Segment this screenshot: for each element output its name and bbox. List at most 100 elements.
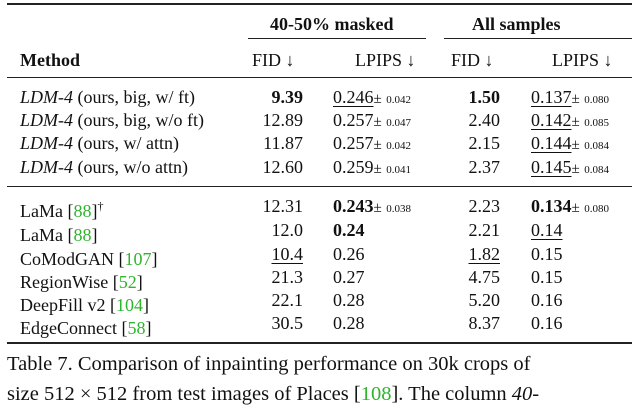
cmidrule-all xyxy=(444,38,632,39)
lpips-masked-cell: 0.257± 0.042 xyxy=(333,133,411,156)
method-cell: EdgeConnect [58] xyxy=(20,318,152,338)
plus-minus: ± xyxy=(571,137,580,153)
plus-minus: ± xyxy=(373,161,382,177)
fid-all: 1.82 xyxy=(468,244,501,264)
method-name: LDM-4 xyxy=(20,87,73,107)
fid-masked: 9.39 xyxy=(271,87,304,107)
caption-citation[interactable]: 108 xyxy=(360,383,392,405)
lpips-all: 0.14 xyxy=(531,220,563,240)
fid-masked: 21.3 xyxy=(271,267,304,287)
lpips-masked: 0.27 xyxy=(333,267,365,287)
method-desc: (ours, w/ attn) xyxy=(73,133,179,153)
lpips-all: 0.144 xyxy=(531,133,572,153)
std-value: 0.042 xyxy=(386,94,411,106)
lpips-all-cell: 0.15 xyxy=(531,267,563,287)
citation-link[interactable]: 58 xyxy=(127,318,146,338)
citation-link[interactable]: 88 xyxy=(73,225,92,245)
mid-rule xyxy=(7,186,632,187)
method-name: LDM-4 xyxy=(20,157,73,177)
lpips-masked: 0.259 xyxy=(333,157,374,177)
std-value: 0.047 xyxy=(386,117,411,129)
std-value: 0.084 xyxy=(584,140,609,152)
lpips-masked-cell: 0.24 xyxy=(333,220,365,240)
group-header-masked: 40-50% masked xyxy=(270,14,394,34)
lpips-all: 0.137 xyxy=(531,87,572,107)
caption-text: ]. The column xyxy=(391,383,512,405)
method-desc: (ours, big, w/ ft) xyxy=(73,87,195,107)
method-cell: LaMa [88]† xyxy=(20,199,104,221)
fid-masked: 12.60 xyxy=(262,157,304,177)
lpips-masked-cell: 0.246± 0.042 xyxy=(333,87,411,110)
citation-link[interactable]: 88 xyxy=(73,201,92,221)
method-cell: RegionWise [52] xyxy=(20,272,143,292)
fid-masked: 12.0 xyxy=(271,220,304,240)
std-value: 0.041 xyxy=(386,164,411,176)
lpips-all: 0.134 xyxy=(531,196,572,216)
lpips-masked: 0.243 xyxy=(333,196,374,216)
plus-minus: ± xyxy=(571,114,580,130)
lpips-all: 0.16 xyxy=(531,313,563,333)
header-lpips-all: LPIPS ↓ xyxy=(552,50,613,70)
plus-minus: ± xyxy=(373,200,382,216)
std-value: 0.085 xyxy=(584,117,609,129)
plus-minus: ± xyxy=(571,161,580,177)
lpips-all: 0.145 xyxy=(531,157,572,177)
method-desc: (ours, big, w/o ft) xyxy=(73,110,204,130)
std-value: 0.084 xyxy=(584,164,609,176)
lpips-masked: 0.28 xyxy=(333,290,365,310)
header-fid-masked: FID ↓ xyxy=(252,50,295,70)
std-value: 0.080 xyxy=(584,203,609,215)
method-name: LDM-4 xyxy=(20,110,73,130)
lpips-all-cell: 0.145± 0.084 xyxy=(531,157,609,180)
method-name: RegionWise xyxy=(20,272,109,292)
method-cell: LDM-4 (ours, w/ attn) xyxy=(20,133,179,153)
fid-all: 8.37 xyxy=(468,313,501,333)
fid-masked: 10.4 xyxy=(271,244,304,264)
fid-masked: 12.31 xyxy=(262,196,304,216)
fid-all: 2.40 xyxy=(468,110,501,130)
caption-line-2: size 512 × 512 from test images of Place… xyxy=(7,383,539,406)
fid-all: 2.15 xyxy=(468,133,501,153)
lpips-all: 0.16 xyxy=(531,290,563,310)
lpips-masked-cell: 0.27 xyxy=(333,267,365,287)
lpips-all-cell: 0.16 xyxy=(531,290,563,310)
std-value: 0.080 xyxy=(584,94,609,106)
lpips-masked-cell: 0.259± 0.041 xyxy=(333,157,411,180)
fid-all: 4.75 xyxy=(468,267,501,287)
method-name: EdgeConnect xyxy=(20,318,117,338)
method-name: CoModGAN xyxy=(20,249,115,269)
lpips-all-cell: 0.16 xyxy=(531,313,563,333)
lpips-masked-cell: 0.28 xyxy=(333,313,365,333)
lpips-all-cell: 0.144± 0.084 xyxy=(531,133,609,156)
plus-minus: ± xyxy=(373,91,382,107)
caption-text: 40- xyxy=(511,383,540,405)
plus-minus: ± xyxy=(373,114,382,130)
lpips-masked: 0.24 xyxy=(333,220,365,240)
lpips-masked-cell: 0.28 xyxy=(333,290,365,310)
caption-line-1: Table 7. Comparison of inpainting perfor… xyxy=(7,353,531,375)
method-cell: LaMa [88] xyxy=(20,225,98,245)
fid-masked: 22.1 xyxy=(271,290,304,310)
header-rule xyxy=(7,77,632,78)
lpips-all: 0.142 xyxy=(531,110,572,130)
fid-masked: 11.87 xyxy=(263,133,303,153)
citation-link[interactable]: 104 xyxy=(116,295,143,315)
citation-link[interactable]: 107 xyxy=(124,249,152,269)
fid-masked: 30.5 xyxy=(271,313,304,333)
fid-all: 2.21 xyxy=(468,220,501,240)
header-fid-all: FID ↓ xyxy=(451,50,494,70)
dagger-mark: † xyxy=(97,199,104,213)
fid-all: 2.37 xyxy=(468,157,501,177)
citation-link[interactable]: 52 xyxy=(118,272,137,292)
cmidrule-masked xyxy=(248,38,426,39)
lpips-masked-cell: 0.257± 0.047 xyxy=(333,110,411,133)
method-name: LaMa xyxy=(20,225,63,245)
method-cell: CoModGAN [107] xyxy=(20,249,158,269)
lpips-masked: 0.246 xyxy=(333,87,374,107)
lpips-all-cell: 0.15 xyxy=(531,244,563,264)
lpips-all-cell: 0.137± 0.080 xyxy=(531,87,609,110)
std-value: 0.042 xyxy=(386,140,411,152)
method-desc: (ours, w/o attn) xyxy=(73,157,188,177)
plus-minus: ± xyxy=(571,91,580,107)
